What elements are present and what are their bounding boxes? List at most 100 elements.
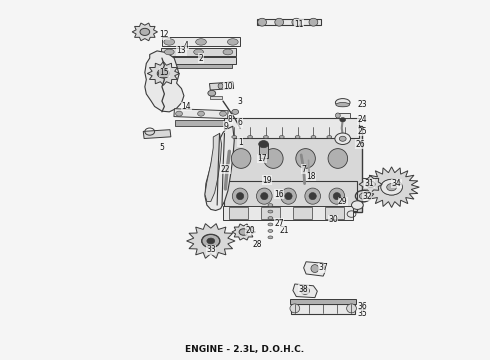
Circle shape bbox=[339, 136, 346, 141]
Circle shape bbox=[381, 179, 402, 195]
Text: 38: 38 bbox=[299, 285, 308, 294]
Polygon shape bbox=[293, 284, 318, 298]
Bar bbox=[158, 64, 232, 68]
Ellipse shape bbox=[296, 149, 316, 168]
Circle shape bbox=[175, 111, 182, 116]
Polygon shape bbox=[187, 224, 235, 258]
Polygon shape bbox=[205, 134, 221, 202]
Circle shape bbox=[381, 179, 402, 195]
Ellipse shape bbox=[232, 188, 248, 204]
Ellipse shape bbox=[268, 210, 273, 213]
Text: 3: 3 bbox=[238, 96, 243, 105]
Bar bbox=[336, 113, 349, 118]
Text: 20: 20 bbox=[245, 226, 255, 235]
Ellipse shape bbox=[328, 149, 347, 168]
Circle shape bbox=[220, 111, 226, 116]
Text: 15: 15 bbox=[160, 68, 169, 77]
Ellipse shape bbox=[336, 103, 349, 107]
Text: 24: 24 bbox=[357, 115, 367, 124]
Bar bbox=[292, 304, 355, 314]
Ellipse shape bbox=[164, 39, 174, 45]
Polygon shape bbox=[304, 262, 326, 276]
Ellipse shape bbox=[309, 18, 318, 26]
Circle shape bbox=[387, 184, 396, 191]
Text: 7: 7 bbox=[301, 165, 306, 174]
Text: 4: 4 bbox=[184, 41, 189, 50]
Circle shape bbox=[159, 70, 168, 77]
Bar bbox=[225, 126, 362, 212]
Ellipse shape bbox=[329, 188, 344, 204]
Text: 21: 21 bbox=[279, 226, 289, 235]
Circle shape bbox=[335, 133, 350, 144]
Text: 33: 33 bbox=[206, 246, 216, 255]
Ellipse shape bbox=[268, 217, 273, 220]
Text: 9: 9 bbox=[223, 122, 228, 131]
Text: 36: 36 bbox=[357, 302, 367, 311]
Text: 1: 1 bbox=[238, 138, 243, 147]
Text: 19: 19 bbox=[262, 176, 272, 185]
Ellipse shape bbox=[264, 135, 269, 138]
Text: 17: 17 bbox=[257, 154, 267, 163]
Ellipse shape bbox=[311, 135, 316, 138]
Circle shape bbox=[197, 111, 204, 116]
Bar bbox=[162, 37, 240, 46]
Text: 8: 8 bbox=[228, 114, 233, 123]
Bar bbox=[223, 206, 353, 220]
Text: 10: 10 bbox=[223, 82, 233, 91]
Text: 2: 2 bbox=[198, 54, 203, 63]
Text: 27: 27 bbox=[274, 219, 284, 228]
Circle shape bbox=[140, 28, 149, 35]
Polygon shape bbox=[232, 224, 255, 240]
Ellipse shape bbox=[333, 193, 341, 200]
Polygon shape bbox=[147, 62, 179, 85]
Text: 30: 30 bbox=[328, 215, 338, 224]
Text: 34: 34 bbox=[392, 179, 401, 188]
Bar bbox=[161, 48, 237, 55]
Ellipse shape bbox=[164, 49, 174, 55]
Ellipse shape bbox=[196, 39, 206, 45]
Ellipse shape bbox=[268, 236, 273, 239]
Bar bbox=[143, 130, 171, 139]
Ellipse shape bbox=[275, 18, 284, 26]
Bar bbox=[174, 109, 228, 119]
Ellipse shape bbox=[227, 39, 238, 45]
Polygon shape bbox=[205, 126, 234, 211]
Text: ENGINE - 2.3L, D.O.H.C.: ENGINE - 2.3L, D.O.H.C. bbox=[185, 345, 305, 354]
Text: 31: 31 bbox=[365, 179, 374, 188]
Text: 12: 12 bbox=[160, 30, 169, 39]
Text: 29: 29 bbox=[338, 197, 347, 206]
Ellipse shape bbox=[301, 287, 310, 294]
Text: 37: 37 bbox=[318, 264, 328, 273]
Text: 32: 32 bbox=[362, 192, 372, 201]
Ellipse shape bbox=[264, 149, 283, 168]
Text: 22: 22 bbox=[220, 165, 230, 174]
Circle shape bbox=[359, 193, 367, 199]
Text: 18: 18 bbox=[306, 172, 316, 181]
Ellipse shape bbox=[295, 135, 300, 138]
Text: 28: 28 bbox=[252, 240, 262, 249]
Circle shape bbox=[259, 140, 269, 148]
Bar bbox=[325, 207, 343, 220]
Bar bbox=[290, 299, 356, 304]
Ellipse shape bbox=[268, 223, 273, 226]
Ellipse shape bbox=[311, 265, 319, 273]
Ellipse shape bbox=[346, 304, 356, 313]
Circle shape bbox=[202, 234, 220, 247]
Ellipse shape bbox=[335, 99, 350, 107]
Polygon shape bbox=[359, 176, 382, 193]
Text: 35: 35 bbox=[357, 309, 367, 318]
Text: 14: 14 bbox=[182, 102, 191, 111]
Circle shape bbox=[340, 118, 345, 122]
Ellipse shape bbox=[247, 135, 252, 138]
Ellipse shape bbox=[256, 188, 272, 204]
Text: 23: 23 bbox=[357, 100, 367, 109]
Ellipse shape bbox=[218, 83, 223, 89]
Circle shape bbox=[366, 181, 375, 188]
Ellipse shape bbox=[268, 204, 273, 207]
Ellipse shape bbox=[194, 49, 203, 55]
Circle shape bbox=[232, 109, 239, 114]
Ellipse shape bbox=[281, 188, 296, 204]
Bar bbox=[210, 96, 222, 99]
Ellipse shape bbox=[223, 49, 233, 55]
Ellipse shape bbox=[232, 135, 237, 138]
